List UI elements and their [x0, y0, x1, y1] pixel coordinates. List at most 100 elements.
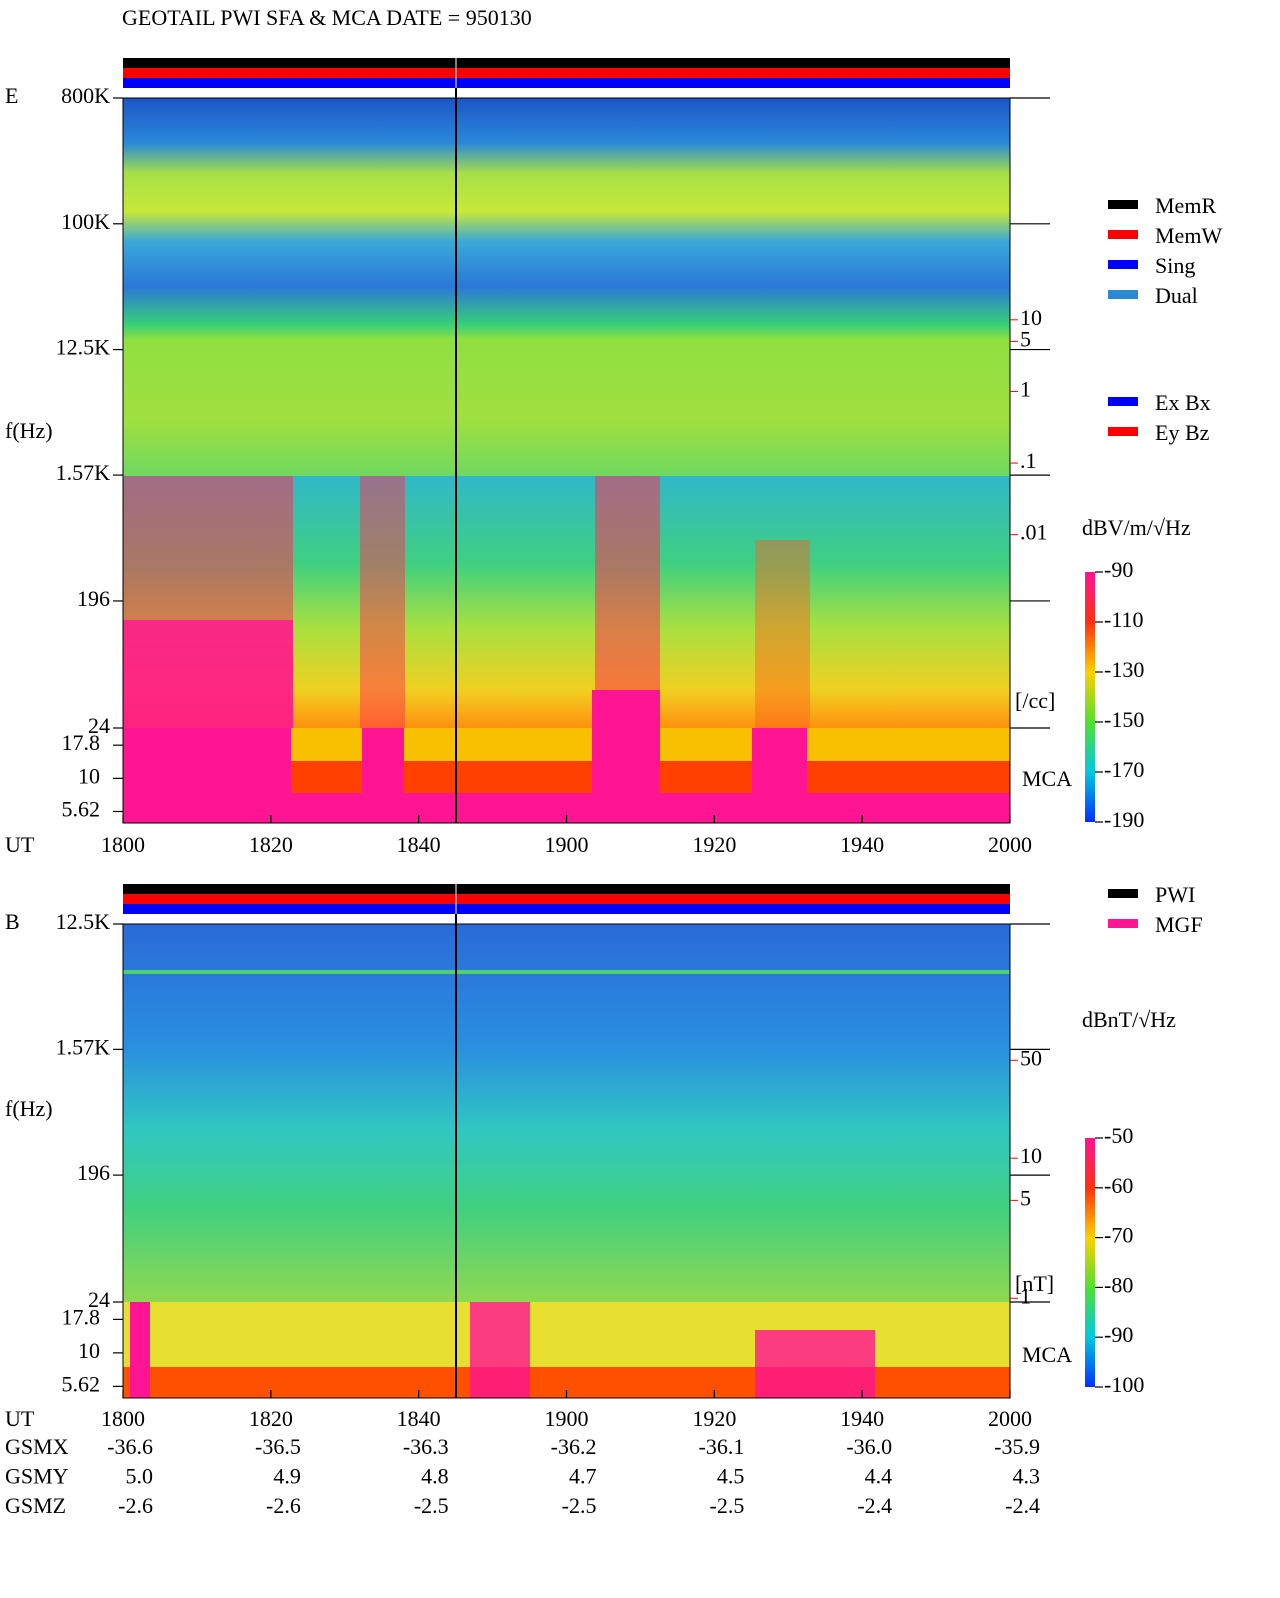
legend-swatch — [1108, 919, 1138, 928]
orbit-value: -36.0 — [846, 1434, 892, 1459]
legend-label: Sing — [1155, 253, 1195, 278]
figure-title: GEOTAIL PWI SFA & MCA DATE = 950130 — [122, 5, 532, 30]
spectrogram-b — [123, 914, 1010, 1398]
mca-tick-label: 17.8 — [62, 730, 101, 755]
colorbar-tick-label: -90 — [1104, 1322, 1133, 1347]
panel-label: B — [5, 909, 20, 934]
legend-label: MemW — [1155, 223, 1222, 248]
orbit-value: -36.1 — [699, 1434, 745, 1459]
legend-label: Ey Bz — [1155, 420, 1210, 445]
orbit-value: 5.0 — [126, 1464, 154, 1489]
y-axis-label: f(Hz) — [5, 418, 53, 443]
y-tick-label: 100K — [61, 209, 110, 234]
legend-swatch — [1108, 200, 1138, 209]
x-tick-label: 1920 — [692, 832, 736, 857]
legend-label: PWI — [1155, 882, 1195, 907]
x-tick-label: 1940 — [840, 1406, 884, 1431]
x-tick-label: 1940 — [840, 832, 884, 857]
y2-tick-label: 5 — [1020, 326, 1031, 351]
y-tick-label: 24 — [88, 1287, 110, 1312]
x-tick-label: 2000 — [988, 832, 1032, 857]
colorbar-tick-label: -110 — [1104, 607, 1144, 632]
colorbar — [1085, 1138, 1095, 1387]
colorbar-tick-label: -100 — [1104, 1372, 1144, 1397]
orbit-value: -36.3 — [403, 1434, 449, 1459]
x-axis-label: UT — [5, 1406, 35, 1431]
y2-axis-label: [nT] — [1015, 1271, 1054, 1296]
y2-tick-label: 1 — [1020, 376, 1031, 401]
legend-label: Dual — [1155, 283, 1198, 308]
legend-swatch — [1108, 397, 1138, 406]
mca-label: MCA — [1022, 766, 1072, 791]
orbit-value: -2.6 — [266, 1493, 301, 1518]
colorbar-tick-label: -70 — [1104, 1223, 1133, 1248]
y-axis-label: f(Hz) — [5, 1096, 53, 1121]
x-tick-label: 1820 — [249, 832, 293, 857]
y2-tick-label: 10 — [1020, 1143, 1042, 1168]
orbit-label: GSMX — [5, 1434, 69, 1459]
y-tick-label: 12.5K — [56, 909, 111, 934]
colorbar-tick-label: -190 — [1104, 807, 1144, 832]
x-tick-label: 1900 — [545, 832, 589, 857]
orbit-value: -36.5 — [255, 1434, 301, 1459]
colorbar-tick-label: -60 — [1104, 1173, 1133, 1198]
mca-tick-label: 10 — [78, 1338, 100, 1363]
orbit-value: 4.7 — [569, 1464, 597, 1489]
panel-label: E — [5, 83, 18, 108]
orbit-label: GSMY — [5, 1464, 69, 1489]
mca-tick-label: 5.62 — [62, 797, 101, 822]
legend-label: MGF — [1155, 912, 1203, 937]
y-tick-label: 24 — [88, 713, 110, 738]
colorbar-label: dBnT/√Hz — [1082, 1007, 1176, 1032]
colorbar-tick-label: -50 — [1104, 1123, 1133, 1148]
colorbar — [1085, 572, 1095, 822]
y2-axis-label: [/cc] — [1015, 688, 1055, 713]
y-tick-label: 12.5K — [56, 335, 111, 360]
legend-label: MemR — [1155, 193, 1216, 218]
legend-label: Ex Bx — [1155, 390, 1211, 415]
x-tick-label: 1840 — [397, 1406, 441, 1431]
x-tick-label: 1800 — [101, 1406, 145, 1431]
y-tick-label: 800K — [61, 83, 110, 108]
colorbar-tick-label: -170 — [1104, 757, 1144, 782]
orbit-value: 4.3 — [1013, 1464, 1041, 1489]
orbit-label: GSMZ — [5, 1493, 66, 1518]
y2-tick-label: .01 — [1020, 520, 1048, 545]
y-tick-label: 1.57K — [56, 460, 111, 485]
status-bars — [123, 58, 1010, 914]
y-tick-label: 196 — [77, 586, 110, 611]
x-tick-label: 1920 — [692, 1406, 736, 1431]
orbit-value: -2.5 — [710, 1493, 745, 1518]
y2-tick-label: .1 — [1020, 448, 1037, 473]
legend-swatch — [1108, 260, 1138, 269]
orbit-value: -2.5 — [562, 1493, 597, 1518]
orbit-value: 4.9 — [273, 1464, 301, 1489]
orbit-value: -2.4 — [857, 1493, 892, 1518]
y2-tick-label: 5 — [1020, 1185, 1031, 1210]
legend-swatch — [1108, 427, 1138, 436]
spectrogram-e — [123, 88, 1010, 823]
colorbar-tick-label: -130 — [1104, 657, 1144, 682]
x-tick-label: 1840 — [397, 832, 441, 857]
mca-tick-label: 10 — [78, 763, 100, 788]
legend-swatch — [1108, 230, 1138, 239]
mca-label: MCA — [1022, 1342, 1072, 1367]
orbit-value: -35.9 — [994, 1434, 1040, 1459]
x-tick-label: 1900 — [545, 1406, 589, 1431]
orbit-value: -36.2 — [551, 1434, 597, 1459]
x-tick-label: 2000 — [988, 1406, 1032, 1431]
orbit-value: -2.6 — [118, 1493, 153, 1518]
mca-tick-label: 17.8 — [62, 1304, 101, 1329]
y2-tick-label: 10 — [1020, 305, 1042, 330]
orbit-value: -36.6 — [107, 1434, 153, 1459]
colorbar-tick-label: -80 — [1104, 1272, 1133, 1297]
legend-swatch — [1108, 290, 1138, 299]
y2-tick-label: 50 — [1020, 1045, 1042, 1070]
y-tick-label: 1.57K — [56, 1034, 111, 1059]
orbit-value: -2.5 — [414, 1493, 449, 1518]
colorbar-tick-label: -150 — [1104, 707, 1144, 732]
colorbar-tick-label: -90 — [1104, 557, 1133, 582]
x-tick-label: 1820 — [249, 1406, 293, 1431]
orbit-value: 4.5 — [717, 1464, 745, 1489]
y2-tick-label: 1 — [1020, 1283, 1031, 1308]
